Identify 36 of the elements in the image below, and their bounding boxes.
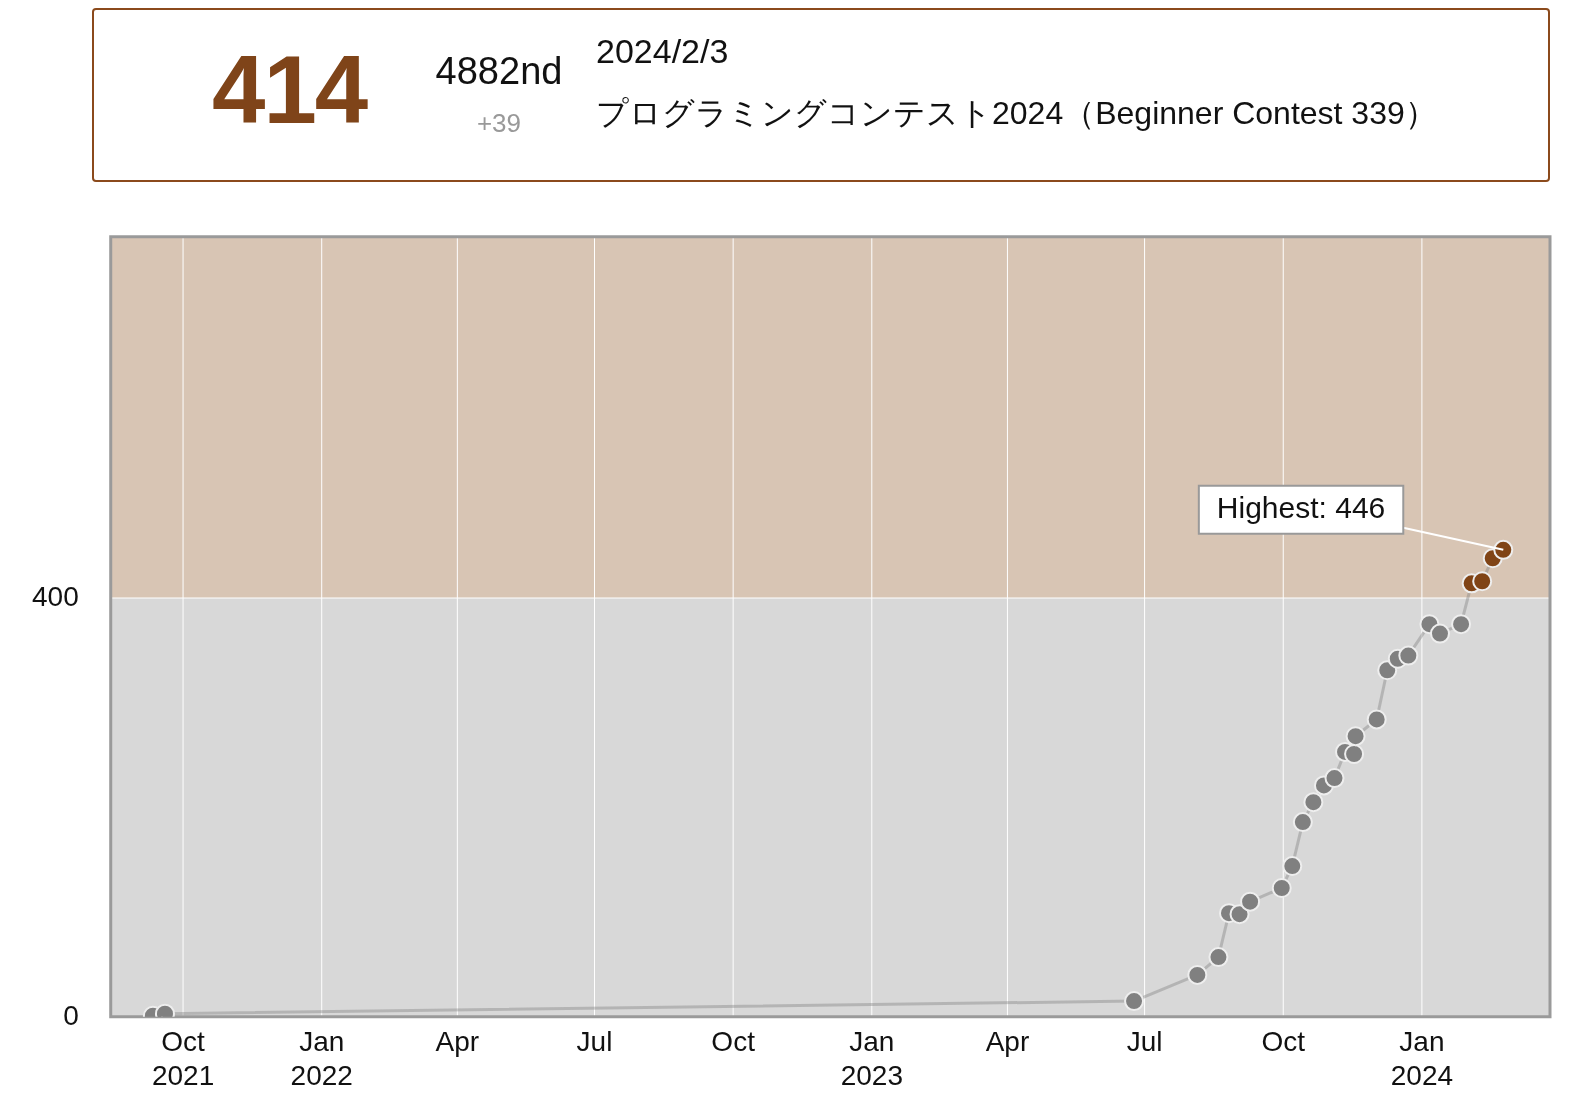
point [1303, 792, 1324, 813]
point [1324, 768, 1345, 789]
point [1472, 571, 1493, 592]
point [1208, 947, 1229, 968]
point [1451, 614, 1472, 635]
x-tick-label: Jan 2024 [1390, 1026, 1454, 1091]
x-tick-label: Oct [711, 1026, 756, 1058]
text: 414 [212, 36, 367, 143]
x-tick-label: Jul [1126, 1026, 1163, 1058]
point [1398, 645, 1419, 666]
annotation: Highest: 446 [1216, 491, 1386, 525]
point [1229, 904, 1250, 925]
x-tick-label: Jul [576, 1026, 613, 1058]
text: +39 [475, 108, 523, 139]
x-tick-label: Apr [985, 1026, 1030, 1058]
point [1292, 812, 1313, 833]
x-tick-label: Oct [1261, 1026, 1306, 1058]
point [1124, 991, 1145, 1012]
point [1282, 856, 1303, 877]
y-tick-label: 400 [32, 580, 79, 612]
point [1345, 726, 1366, 747]
x-tick-label: Apr [435, 1026, 480, 1058]
point [1493, 539, 1514, 560]
y-tick-label: 0 [63, 999, 79, 1031]
point [1429, 623, 1450, 644]
x-tick-label: Jan 2022 [290, 1026, 353, 1091]
x-tick-label: Jan 2023 [840, 1026, 903, 1091]
text: プログラミングコンテスト2024（Beginner Contest 339） [596, 94, 1437, 133]
text: 4882nd [434, 50, 564, 93]
point [1240, 891, 1261, 912]
text: 2024/2/3 [596, 32, 729, 71]
x-tick-label: Oct 2021 [151, 1026, 215, 1091]
point [1366, 709, 1387, 730]
point [1344, 744, 1365, 765]
point [1187, 964, 1208, 985]
point [1271, 878, 1292, 899]
